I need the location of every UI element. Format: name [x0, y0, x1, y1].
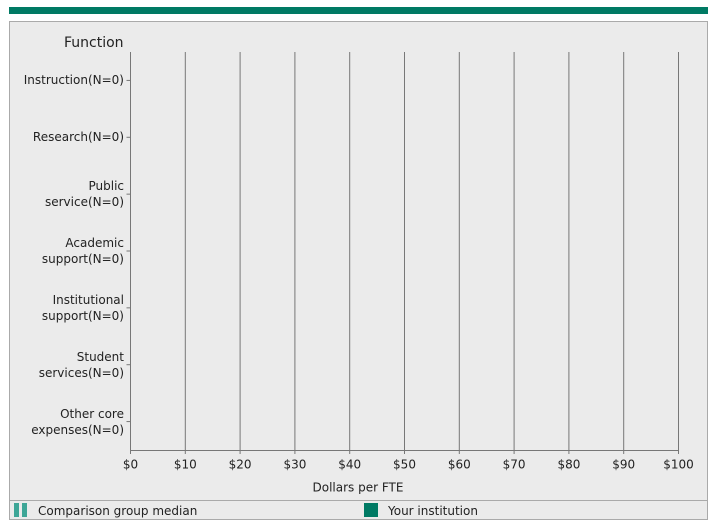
y-tick-label: Student services(N=0): [38, 349, 124, 380]
x-tick-label: $70: [503, 458, 526, 472]
x-tick-label: $30: [283, 458, 306, 472]
y-tick-label: Public service(N=0): [44, 179, 124, 210]
legend-swatch: [364, 503, 378, 517]
x-tick-label: $60: [448, 458, 471, 472]
y-tick-label: Research(N=0): [32, 130, 124, 145]
legend-label: Your institution: [387, 504, 478, 518]
legend-swatch: [14, 503, 19, 517]
x-tick-label: $0: [123, 458, 138, 472]
x-tick-label: $50: [393, 458, 416, 472]
x-tick-label: $40: [338, 458, 361, 472]
panel: [9, 21, 708, 520]
x-tick-label: $20: [229, 458, 252, 472]
header-bar: [9, 7, 708, 14]
x-tick-label: $80: [557, 458, 580, 472]
x-tick-label: $90: [612, 458, 635, 472]
y-tick-label: Instruction(N=0): [23, 73, 124, 88]
y-tick-label: Institutional support(N=0): [41, 292, 124, 323]
y-axis-title: Function: [64, 35, 124, 51]
x-tick-label: $100: [663, 458, 694, 472]
y-tick-label: Academic support(N=0): [41, 236, 124, 266]
y-tick-label: Other core expenses(N=0): [31, 406, 124, 437]
legend-label: Comparison group median: [38, 504, 197, 518]
legend-swatch: [22, 503, 27, 517]
x-axis-title: Dollars per FTE: [313, 481, 404, 495]
x-tick-label: $10: [174, 458, 197, 472]
